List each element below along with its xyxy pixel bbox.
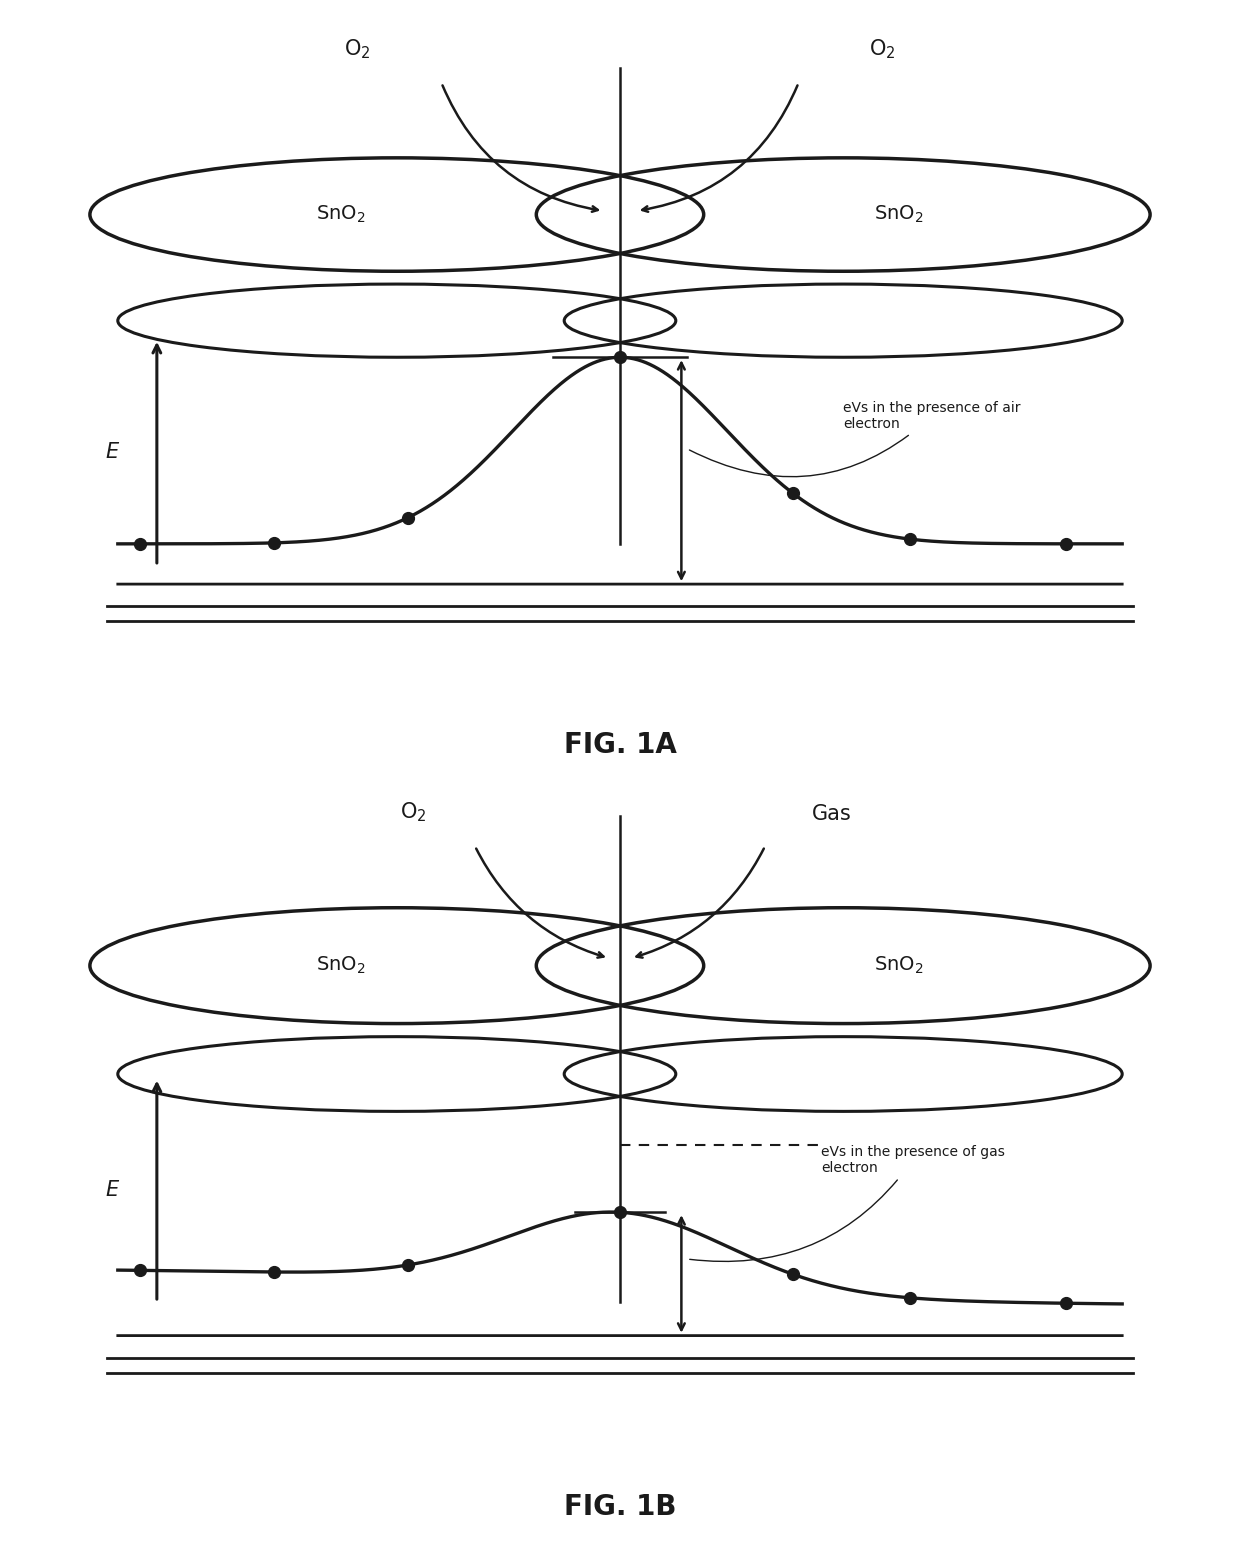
Text: SnO$_2$: SnO$_2$ bbox=[874, 204, 924, 226]
Text: O$_2$: O$_2$ bbox=[401, 800, 427, 824]
Text: E: E bbox=[105, 1180, 119, 1200]
Text: Gas: Gas bbox=[812, 803, 852, 824]
Text: eVs in the presence of gas
electron: eVs in the presence of gas electron bbox=[689, 1144, 1004, 1261]
Text: FIG. 1B: FIG. 1B bbox=[564, 1493, 676, 1521]
Text: E: E bbox=[105, 442, 119, 462]
Text: O$_2$: O$_2$ bbox=[345, 37, 371, 61]
Text: SnO$_2$: SnO$_2$ bbox=[316, 954, 366, 976]
Text: eVs in the presence of air
electron: eVs in the presence of air electron bbox=[689, 400, 1021, 476]
Text: SnO$_2$: SnO$_2$ bbox=[874, 954, 924, 976]
Text: FIG. 1A: FIG. 1A bbox=[563, 732, 677, 760]
Text: SnO$_2$: SnO$_2$ bbox=[316, 204, 366, 226]
Text: O$_2$: O$_2$ bbox=[869, 37, 895, 61]
